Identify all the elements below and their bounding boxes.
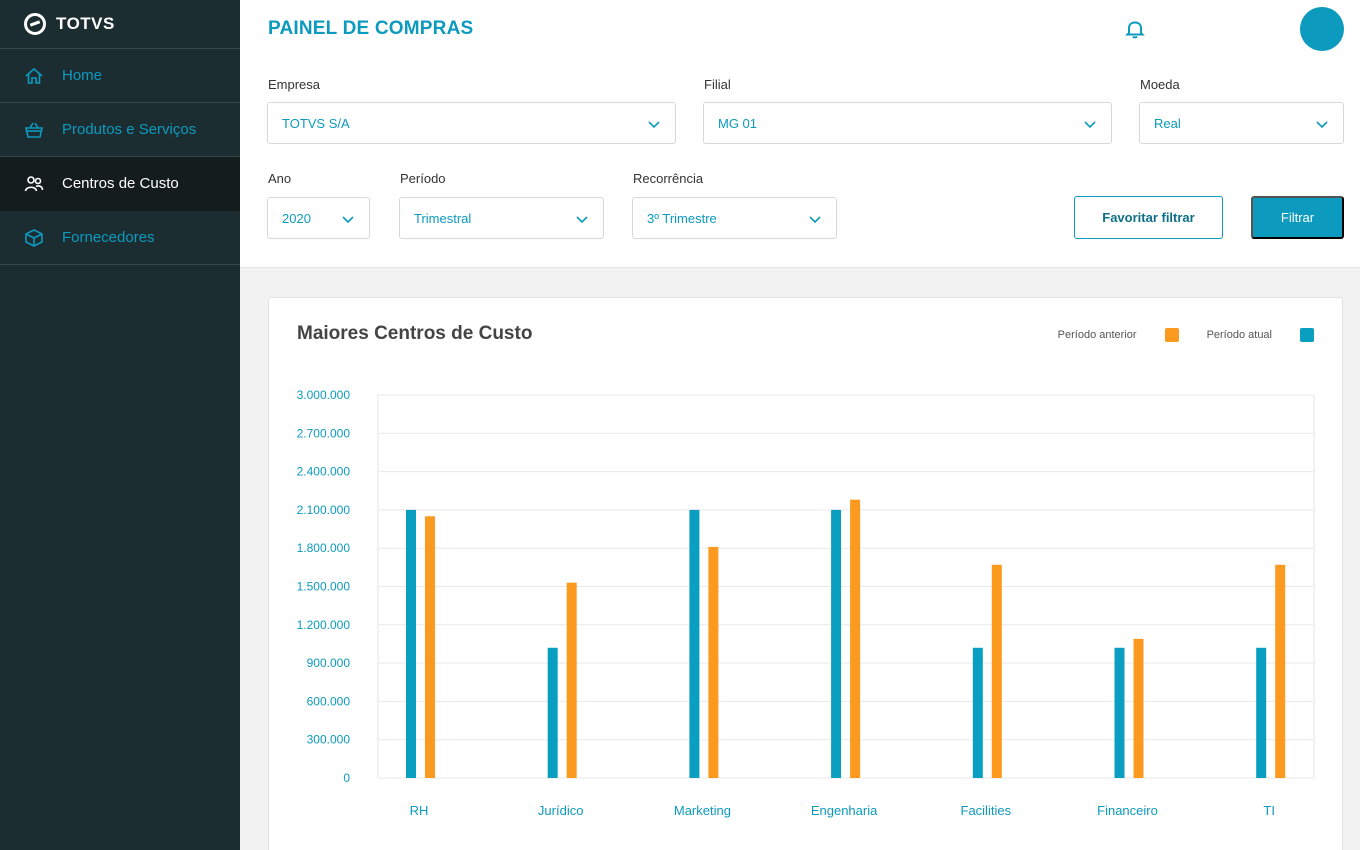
chart-title: Maiores Centros de Custo — [297, 323, 533, 344]
totvs-logo-icon — [24, 13, 46, 35]
sidebar-item-home[interactable]: Home — [0, 49, 240, 103]
bar-chart: 0 300.000 600.000 900.000 1.200.000 1.500.000… — [297, 388, 1315, 818]
sidebar: TOTVS Home Produtos e Serviços Centros d… — [0, 0, 240, 850]
bar-previous[interactable] — [850, 499, 861, 778]
recorrencia-select[interactable]: 3º Trimestre — [632, 197, 837, 239]
y-tick-label: 900.000 — [307, 656, 351, 670]
x-tick-label: Jurídico — [538, 803, 584, 818]
moeda-label: Moeda — [1140, 77, 1180, 92]
recorrencia-value: 3º Trimestre — [647, 210, 717, 226]
sidebar-item-label: Home — [62, 67, 103, 84]
filial-label: Filial — [704, 77, 731, 92]
chevron-down-icon — [1316, 121, 1328, 129]
y-tick-label: 2.100.000 — [297, 503, 351, 517]
bar-previous[interactable] — [425, 516, 435, 778]
bell-icon[interactable] — [1124, 18, 1146, 40]
chart-legend: Período anterior Período atual — [1030, 328, 1314, 342]
bar-previous[interactable] — [708, 546, 719, 778]
sidebar-item-produtos-servicos[interactable]: Produtos e Serviços — [0, 103, 240, 157]
bar-current[interactable] — [1114, 647, 1125, 778]
cost-center-chart-card: Maiores Centros de Custo Período anterio… — [268, 297, 1343, 850]
x-tick-label: Financeiro — [1097, 803, 1158, 818]
page-title: PAINEL DE COMPRAS — [268, 18, 474, 39]
periodo-value: Trimestral — [414, 210, 472, 226]
sidebar-item-label: Fornecedores — [62, 229, 155, 246]
x-tick-label: Marketing — [674, 803, 731, 818]
sidebar-item-label: Produtos e Serviços — [62, 121, 197, 138]
avatar[interactable] — [1300, 7, 1344, 51]
chevron-down-icon — [648, 121, 660, 129]
legend-item-previous: Período anterior — [1058, 328, 1179, 342]
recorrencia-label: Recorrência — [633, 171, 704, 186]
empresa-value: TOTVS S/A — [282, 115, 350, 131]
ano-select[interactable]: 2020 — [267, 197, 370, 239]
brand-name: TOTVS — [56, 14, 115, 33]
chevron-down-icon — [809, 216, 821, 224]
ano-label: Ano — [268, 171, 292, 186]
y-tick-label: 1.800.000 — [297, 541, 351, 555]
x-tick-label: Engenharia — [811, 803, 878, 818]
brand-logo[interactable]: TOTVS — [0, 0, 240, 49]
sidebar-item-centros-de-custo[interactable]: Centros de Custo — [0, 157, 240, 211]
empresa-select[interactable]: TOTVS S/A — [267, 102, 676, 144]
x-tick-label: Facilities — [961, 803, 1012, 818]
chevron-down-icon — [1084, 121, 1096, 129]
bar-previous[interactable] — [1133, 638, 1144, 778]
chevron-down-icon — [342, 216, 354, 224]
periodo-label: Período — [400, 171, 446, 186]
bar-previous[interactable] — [566, 582, 577, 778]
legend-label-previous: Período anterior — [1057, 329, 1137, 341]
bar-previous[interactable] — [1275, 564, 1286, 778]
bar-current[interactable] — [406, 509, 416, 778]
empresa-label: Empresa — [268, 77, 321, 92]
legend-swatch-previous — [1164, 328, 1179, 342]
periodo-select[interactable]: Trimestral — [399, 197, 604, 239]
users-icon — [24, 174, 44, 194]
x-tick-label: RH — [410, 803, 429, 818]
bar-current[interactable] — [689, 509, 700, 778]
legend-swatch-current — [1300, 328, 1314, 342]
bar-current[interactable] — [831, 509, 842, 778]
moeda-select[interactable]: Real — [1139, 102, 1344, 144]
ano-value: 2020 — [282, 210, 311, 226]
legend-item-current: Período atual — [1207, 328, 1314, 342]
bar-previous[interactable] — [991, 564, 1002, 778]
y-tick-label: 600.000 — [307, 694, 351, 708]
home-icon — [24, 66, 44, 86]
bar-current[interactable] — [972, 647, 983, 778]
filial-value: MG 01 — [718, 115, 758, 131]
filter-button[interactable]: Filtrar — [1251, 196, 1344, 239]
y-tick-label: 300.000 — [307, 733, 351, 747]
chevron-down-icon — [576, 216, 588, 224]
bar-current[interactable] — [547, 647, 558, 778]
sidebar-item-label: Centros de Custo — [62, 175, 179, 192]
y-tick-label: 3.000.000 — [297, 388, 351, 402]
basket-icon — [24, 120, 44, 140]
y-tick-label: 0 — [343, 771, 350, 785]
favorite-filter-button[interactable]: Favoritar filtrar — [1074, 196, 1223, 239]
y-tick-label: 1.500.000 — [297, 580, 351, 594]
box-icon — [24, 228, 44, 248]
bar-current[interactable] — [1256, 647, 1267, 778]
sidebar-item-fornecedores[interactable]: Fornecedores — [0, 211, 240, 265]
x-tick-label: TI — [1263, 803, 1275, 818]
filial-select[interactable]: MG 01 — [703, 102, 1112, 144]
legend-label-current: Período atual — [1206, 329, 1272, 341]
filter-panel: PAINEL DE COMPRAS Empresa TOTVS S/A Fili… — [240, 0, 1360, 268]
y-tick-label: 1.200.000 — [297, 618, 351, 632]
y-tick-label: 2.400.000 — [297, 465, 351, 479]
y-tick-label: 2.700.000 — [297, 426, 351, 440]
moeda-value: Real — [1154, 115, 1181, 131]
